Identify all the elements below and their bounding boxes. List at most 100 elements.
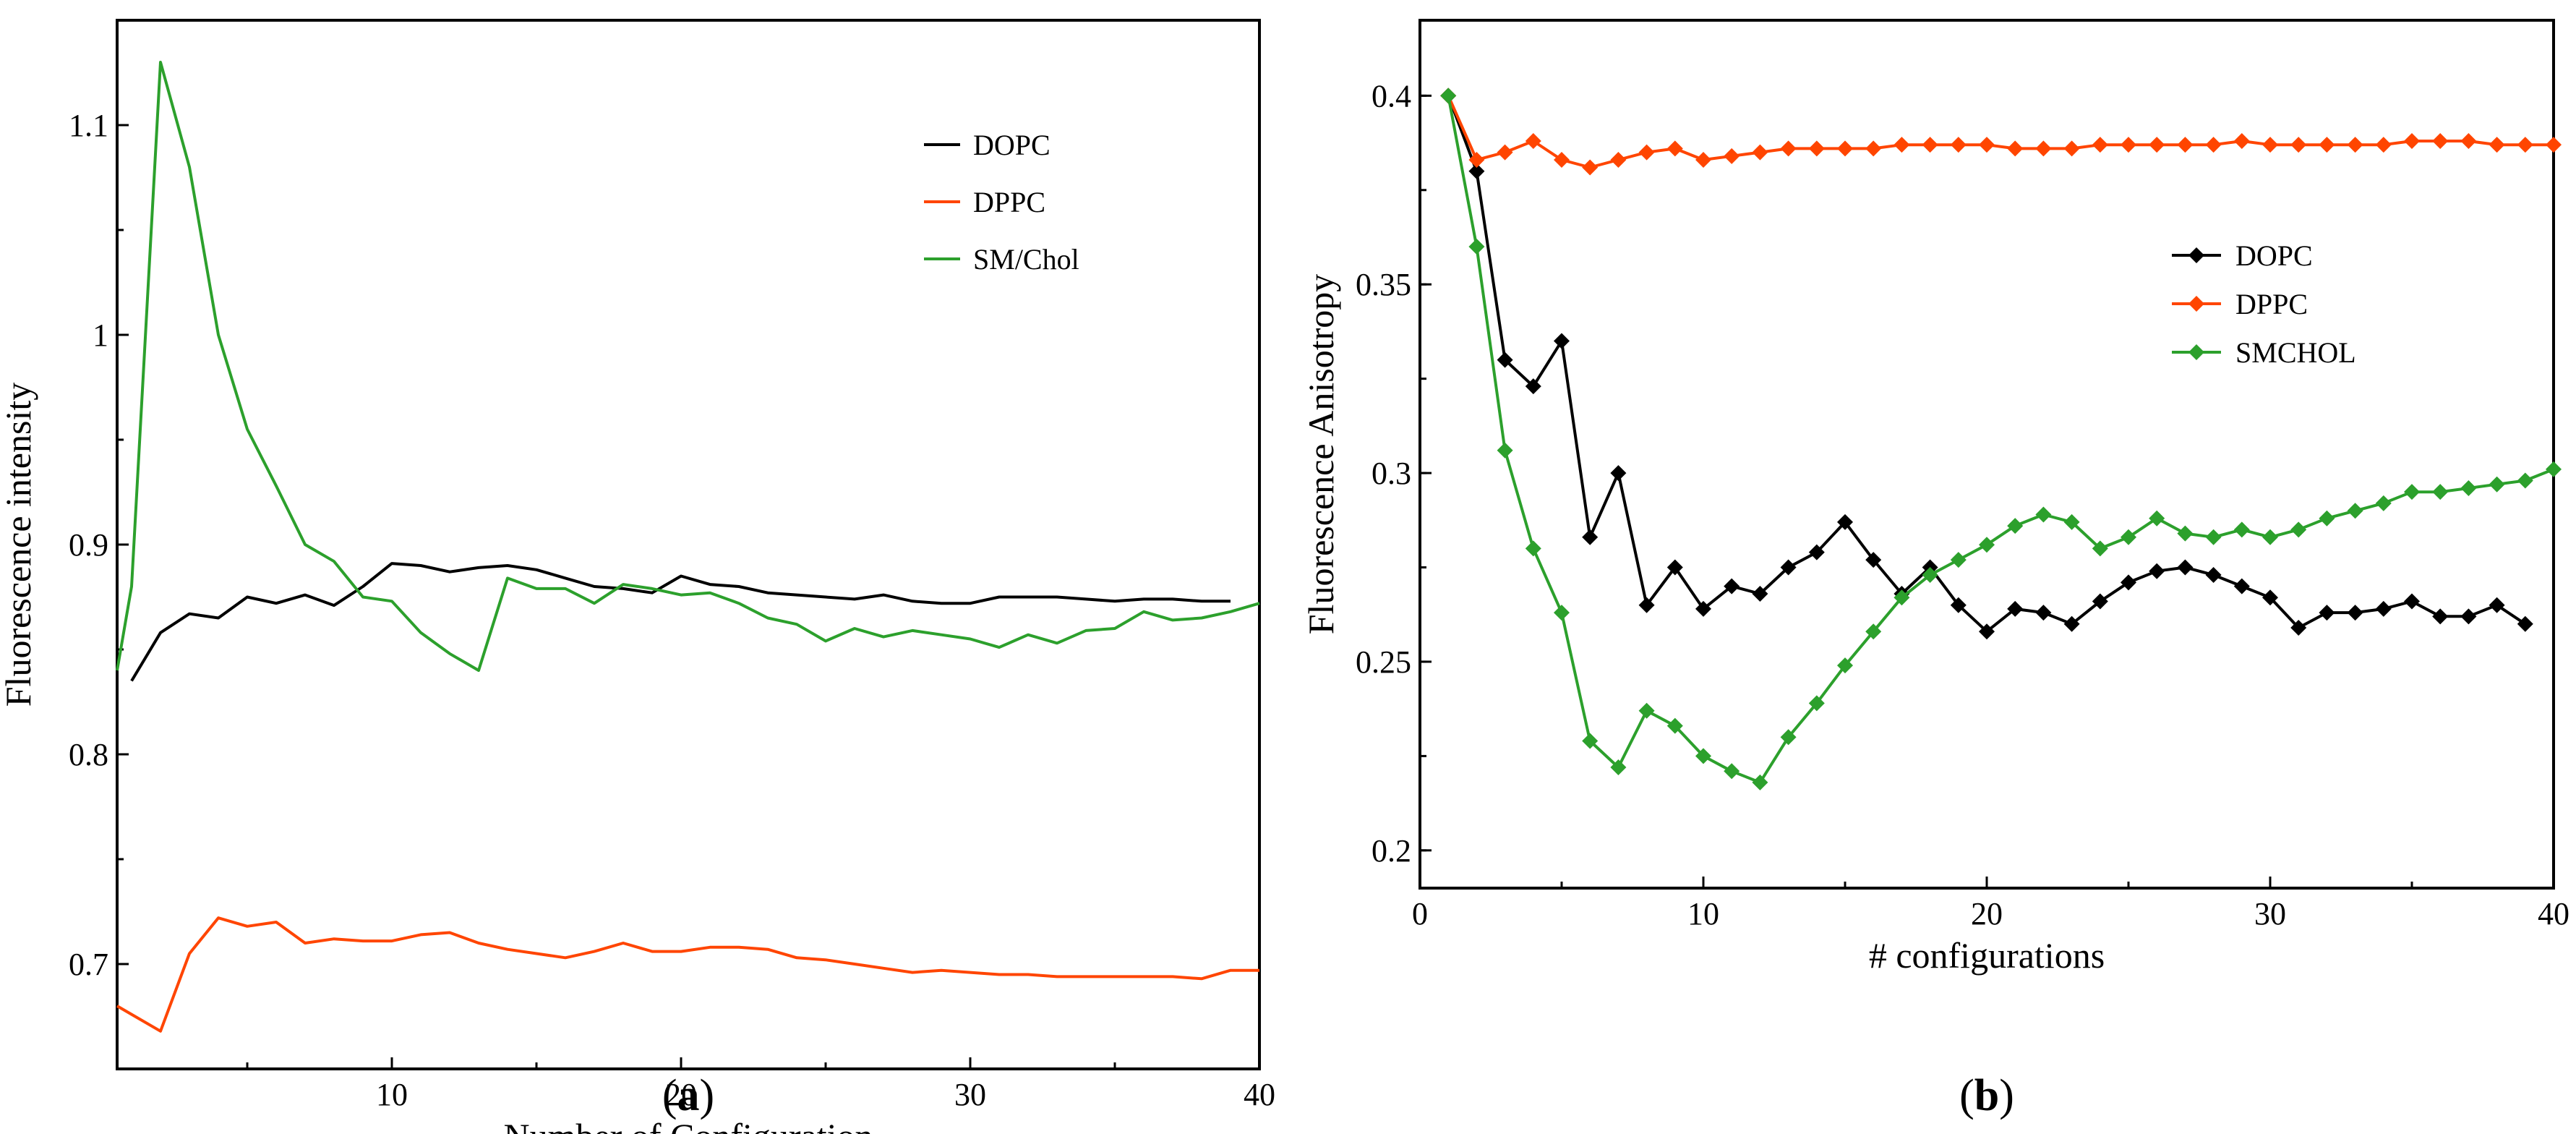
data-point-marker xyxy=(1724,148,1740,164)
data-point-marker xyxy=(1865,552,1882,568)
data-point-marker xyxy=(1582,159,1599,176)
data-point-marker xyxy=(2262,137,2278,153)
y-tick-label: 0.8 xyxy=(69,737,108,772)
legend-label-dppc: DPPC xyxy=(973,186,1045,218)
data-point-marker xyxy=(1610,759,1627,776)
y-tick-label: 0.3 xyxy=(1372,456,1411,491)
series-line-dopc xyxy=(130,562,1231,682)
data-point-marker xyxy=(2121,529,2136,545)
data-point-marker xyxy=(2404,132,2420,149)
data-point-marker xyxy=(2517,137,2533,153)
data-point-marker xyxy=(2517,615,2533,632)
data-point-marker xyxy=(2177,559,2194,576)
data-point-marker xyxy=(2432,132,2449,149)
data-point-marker xyxy=(1979,137,1995,153)
y-axis-label: Fluorescence intensity xyxy=(0,383,38,707)
data-point-marker xyxy=(1894,589,1910,606)
chart-panel-a: 10 20 30 40 0.7 0.8 0.9 1 1.1 Number of Configura… xyxy=(0,19,1275,1134)
data-point-marker xyxy=(2035,605,2052,621)
data-point-marker xyxy=(1780,140,1797,157)
data-point-marker xyxy=(2290,620,2307,636)
series-line-dppc xyxy=(116,916,1259,1033)
y-tick-label: 0.7 xyxy=(69,947,108,982)
data-point-marker xyxy=(1780,729,1797,746)
data-point-marker xyxy=(1780,559,1797,576)
data-point-marker xyxy=(2375,137,2392,153)
legend-label-sm-chol: SM/Chol xyxy=(973,243,1079,276)
chart-panel-b: 0 10 20 30 40 0.2 0.25 0.3 0.35 0.4 # configuratio… xyxy=(1301,19,2569,1120)
data-point-marker xyxy=(2489,137,2505,153)
data-point-marker xyxy=(1554,605,1570,621)
y-tick-label: 0.9 xyxy=(69,527,108,563)
x-tick-label: 40 xyxy=(1244,1077,1275,1112)
data-point-marker xyxy=(2149,137,2165,153)
x-axis-label: Number of Configuration xyxy=(503,1116,873,1134)
data-point-marker xyxy=(2460,608,2477,625)
plot-frame-a xyxy=(116,19,1261,1070)
data-point-marker xyxy=(2517,472,2533,489)
legend-label-dppc: DPPC xyxy=(2235,288,2308,320)
data-point-marker xyxy=(1808,695,1825,712)
data-point-marker xyxy=(2347,605,2363,621)
data-point-marker xyxy=(2177,137,2194,153)
data-point-marker xyxy=(2007,140,2024,157)
data-point-marker xyxy=(2460,479,2477,496)
data-point-marker xyxy=(1666,559,1683,576)
data-point-marker xyxy=(2375,495,2392,511)
x-tick-label: 30 xyxy=(954,1077,986,1112)
data-point-marker xyxy=(2035,140,2052,157)
data-point-marker xyxy=(2319,137,2335,153)
legend-marker xyxy=(2188,344,2204,360)
data-point-marker xyxy=(2460,132,2477,149)
data-point-marker xyxy=(1554,333,1570,349)
data-point-marker xyxy=(2035,506,2052,523)
data-point-marker xyxy=(2007,518,2024,534)
data-point-marker xyxy=(2375,600,2392,617)
data-point-marker xyxy=(2205,566,2222,583)
data-point-marker xyxy=(2092,540,2108,557)
legend-label-dopc: DOPC xyxy=(973,129,1050,161)
data-point-marker xyxy=(1752,586,1768,602)
data-point-marker xyxy=(1666,717,1683,734)
data-point-marker xyxy=(1837,513,1853,530)
data-point-marker xyxy=(2063,140,2080,157)
data-point-marker xyxy=(1468,239,1485,255)
data-point-marker xyxy=(2290,521,2307,538)
x-tick-label: 0 xyxy=(1412,896,1428,932)
x-tick-label: 30 xyxy=(2254,896,2286,932)
data-point-marker xyxy=(1724,578,1740,594)
data-point-marker xyxy=(1638,144,1655,161)
data-point-marker xyxy=(1525,540,1541,557)
y-tick-label: 0.4 xyxy=(1372,78,1411,114)
data-point-marker xyxy=(1695,748,1711,764)
data-point-marker xyxy=(2404,593,2420,610)
data-point-marker xyxy=(1837,140,1853,157)
y-tick-label: 0.35 xyxy=(1356,267,1411,302)
data-point-marker xyxy=(2319,605,2335,621)
data-point-marker xyxy=(2177,525,2194,542)
data-point-marker xyxy=(1554,152,1570,169)
x-tick-label: 40 xyxy=(2538,896,2569,932)
data-point-marker xyxy=(1497,351,1513,368)
data-point-marker xyxy=(1525,378,1541,395)
series-line-dppc xyxy=(1447,95,2554,169)
data-point-marker xyxy=(1582,529,1599,545)
data-point-marker xyxy=(1865,140,1882,157)
data-point-marker xyxy=(1638,597,1655,613)
data-point-marker xyxy=(1468,152,1485,169)
y-tick-label: 0.2 xyxy=(1372,833,1411,869)
data-point-marker xyxy=(2489,476,2505,493)
data-point-marker xyxy=(1695,600,1711,617)
data-point-marker xyxy=(2121,137,2136,153)
data-point-marker xyxy=(1440,88,1457,104)
data-point-marker xyxy=(2404,484,2420,500)
data-point-marker xyxy=(1695,152,1711,169)
legend-marker xyxy=(2188,296,2204,312)
panel-label-a: (a) xyxy=(662,1071,714,1120)
data-point-marker xyxy=(1894,137,1910,153)
legend-label-smchol: SMCHOL xyxy=(2235,336,2356,369)
data-point-marker xyxy=(1752,144,1768,161)
panel-label-b: (b) xyxy=(1959,1071,2014,1120)
data-point-marker xyxy=(1724,763,1740,780)
